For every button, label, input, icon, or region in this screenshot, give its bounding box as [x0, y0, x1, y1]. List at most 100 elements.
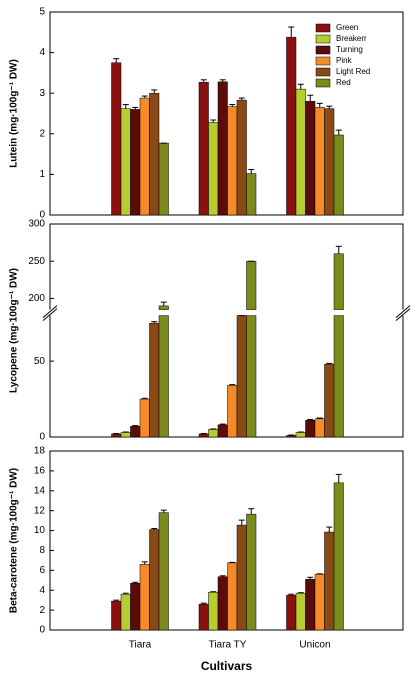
- bar: [236, 315, 247, 438]
- error-bar: [326, 362, 333, 365]
- error-bar: [200, 79, 207, 83]
- bar: [305, 101, 316, 216]
- error-bar: [141, 397, 148, 400]
- axis-break-mark: [395, 305, 411, 318]
- bar: [149, 529, 160, 631]
- bar: [198, 603, 209, 631]
- error-bar: [248, 508, 255, 515]
- y-tick-label: 10: [34, 525, 46, 536]
- error-bar: [316, 417, 323, 419]
- error-bar: [141, 95, 148, 99]
- bar: [295, 88, 306, 216]
- error-bar: [151, 89, 158, 94]
- legend-label: Breakerr: [336, 34, 367, 43]
- y-tick-label: 1: [39, 169, 45, 180]
- error-bar: [316, 102, 323, 108]
- x-tick-label: Unicon: [299, 640, 330, 651]
- bar-upper: [246, 260, 257, 310]
- error-bar: [248, 169, 255, 174]
- x-tick-label: Tiara TY: [209, 640, 247, 651]
- axis-break-mark: [42, 308, 58, 321]
- bar: [111, 433, 122, 438]
- bar: [158, 142, 169, 216]
- bar: [130, 109, 141, 216]
- bar: [130, 583, 141, 631]
- y-tick-label: 8: [39, 545, 45, 556]
- error-bar: [122, 592, 129, 595]
- error-bar: [113, 58, 120, 63]
- bar: [217, 424, 228, 438]
- error-bar: [132, 581, 139, 584]
- bar: [208, 429, 219, 438]
- bar: [198, 433, 209, 438]
- error-bar: [326, 105, 333, 109]
- legend-swatch: [315, 56, 331, 66]
- bar: [217, 81, 228, 216]
- bar: [324, 531, 335, 631]
- bar: [236, 524, 247, 631]
- bar: [333, 482, 344, 631]
- axis-break-mark: [42, 305, 58, 318]
- error-bar: [210, 119, 217, 123]
- panel-frame: [49, 223, 404, 438]
- error-bar: [141, 561, 148, 565]
- bar: [314, 107, 325, 216]
- bar-upper: [158, 305, 169, 310]
- y-tick-label: 6: [39, 565, 45, 576]
- error-bar: [326, 526, 333, 533]
- legend-label: Turning: [336, 45, 363, 54]
- y-tick-label: 4: [39, 585, 45, 596]
- y-axis-label: Lutein (mg·100g⁻¹ DW): [9, 59, 20, 168]
- y-tick-label: 0: [39, 210, 45, 221]
- error-bar: [335, 245, 342, 254]
- y-tick-label: 5: [39, 7, 45, 18]
- y-tick-label: 18: [34, 446, 46, 457]
- x-tick-label: Tiara: [129, 640, 152, 651]
- y-tick-label: 14: [34, 485, 46, 496]
- bar: [295, 592, 306, 631]
- error-bar: [200, 602, 207, 605]
- bar: [158, 512, 169, 631]
- bar: [295, 432, 306, 438]
- error-bar: [238, 519, 245, 526]
- axis-break-mark: [395, 308, 411, 321]
- bar: [286, 594, 297, 631]
- bar: [314, 574, 325, 631]
- y-tick-label: 2: [39, 605, 45, 616]
- legend-swatch: [315, 45, 331, 55]
- bar: [149, 92, 160, 216]
- y-tick-label: 300: [28, 219, 45, 230]
- error-bar: [335, 473, 342, 483]
- legend-label: Green: [336, 23, 358, 32]
- error-bar: [238, 97, 245, 101]
- error-bar: [288, 593, 295, 596]
- legend-swatch: [315, 67, 331, 77]
- error-bar: [307, 419, 314, 421]
- bar: [286, 36, 297, 216]
- bar: [305, 579, 316, 631]
- error-bar: [335, 129, 342, 136]
- error-bar: [151, 528, 158, 530]
- bar: [217, 576, 228, 631]
- y-tick-label: 0: [39, 432, 45, 443]
- bar: [120, 108, 131, 216]
- bar: [227, 106, 238, 216]
- legend-swatch: [315, 23, 331, 33]
- bar: [227, 385, 238, 438]
- bar: [333, 134, 344, 216]
- bar-upper: [333, 253, 344, 310]
- bar: [227, 562, 238, 631]
- bar: [111, 600, 122, 631]
- y-tick-label: 3: [39, 88, 45, 99]
- bar: [120, 432, 131, 438]
- x-axis-label: Cultivars: [201, 659, 253, 673]
- legend-label: Pink: [336, 56, 353, 65]
- bar: [198, 81, 209, 216]
- error-bar: [160, 301, 167, 306]
- axis-break-gap: [395, 309, 411, 316]
- error-bar: [229, 104, 236, 107]
- bar: [139, 97, 150, 216]
- axis-break-gap: [42, 309, 58, 316]
- error-bar: [307, 576, 314, 580]
